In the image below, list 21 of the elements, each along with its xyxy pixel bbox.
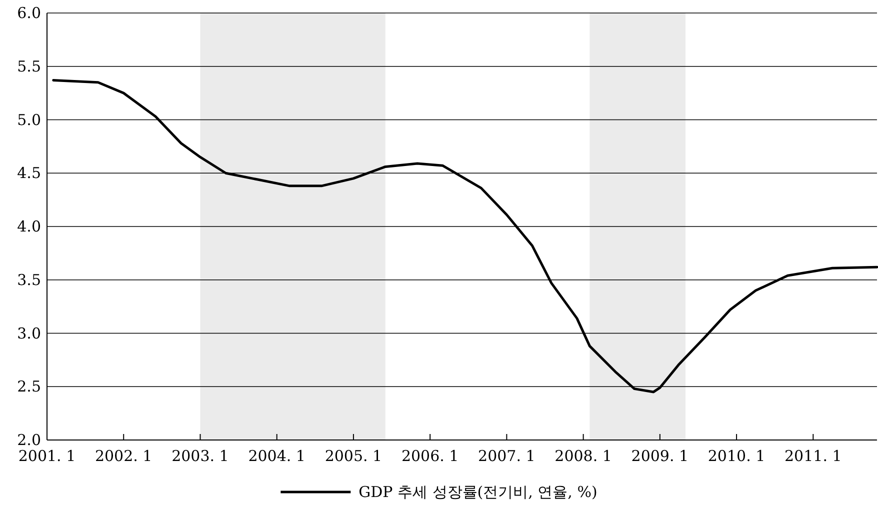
y-tick-label: 2.0 bbox=[17, 431, 41, 449]
x-tick-label: 2007. 1 bbox=[478, 447, 536, 465]
x-tick-label: 2003. 1 bbox=[172, 447, 229, 465]
legend-label: GDP 추세 성장률(전기비, 연율, %) bbox=[358, 483, 598, 501]
x-tick-label: 2005. 1 bbox=[324, 447, 382, 465]
x-tick-label: 2008. 1 bbox=[554, 447, 612, 465]
x-tick-label: 2002. 1 bbox=[94, 447, 152, 465]
x-tick-label: 2006. 1 bbox=[401, 447, 459, 465]
x-tick-label: 2011. 1 bbox=[784, 447, 842, 465]
y-tick-label: 6.0 bbox=[17, 4, 41, 22]
y-tick-label: 4.0 bbox=[17, 218, 41, 236]
y-tick-label: 3.0 bbox=[17, 324, 41, 342]
x-tick-label: 2004. 1 bbox=[248, 447, 306, 465]
y-tick-label: 5.5 bbox=[17, 57, 41, 76]
y-tick-label: 3.5 bbox=[17, 270, 41, 289]
y-tick-label: 2.5 bbox=[17, 378, 41, 396]
x-tick-label: 2010. 1 bbox=[708, 447, 766, 465]
y-tick-label: 4.5 bbox=[17, 164, 41, 182]
x-tick-label: 2009. 1 bbox=[631, 447, 689, 465]
x-tick-label: 2001. 1 bbox=[18, 447, 76, 465]
y-tick-label: 5.0 bbox=[17, 110, 41, 129]
